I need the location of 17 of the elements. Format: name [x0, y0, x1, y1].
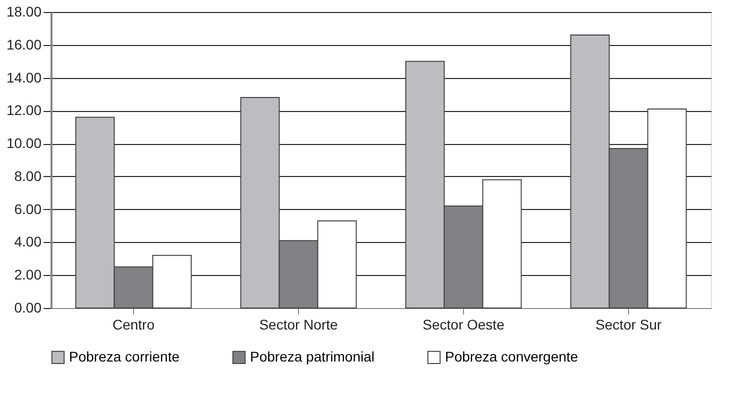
- y-tick-label: 10.00: [6, 135, 42, 152]
- legend-label: Pobreza patrimonial: [250, 348, 375, 364]
- x-tick-label: Sector Oeste: [422, 316, 505, 332]
- y-tick-label: 8.00: [14, 168, 42, 184]
- x-tick-label: Sector Norte: [259, 316, 338, 332]
- y-tick-label: 0.00: [14, 300, 42, 316]
- x-tick-label: Centro: [112, 316, 155, 332]
- x-tick-label: Sector Sur: [595, 316, 662, 332]
- y-tick-label: 16.00: [6, 36, 42, 52]
- y-tick-label: 18.00: [6, 4, 42, 20]
- y-tick-label: 4.00: [14, 234, 42, 250]
- y-tick-label: 2.00: [14, 266, 42, 283]
- legend-label: Pobreza convergente: [445, 348, 578, 364]
- y-tick-label: 14.00: [6, 69, 42, 86]
- y-tick-label: 12.00: [6, 102, 42, 118]
- y-tick-label: 6.00: [14, 200, 42, 217]
- legend-label: Pobreza corriente: [69, 348, 180, 364]
